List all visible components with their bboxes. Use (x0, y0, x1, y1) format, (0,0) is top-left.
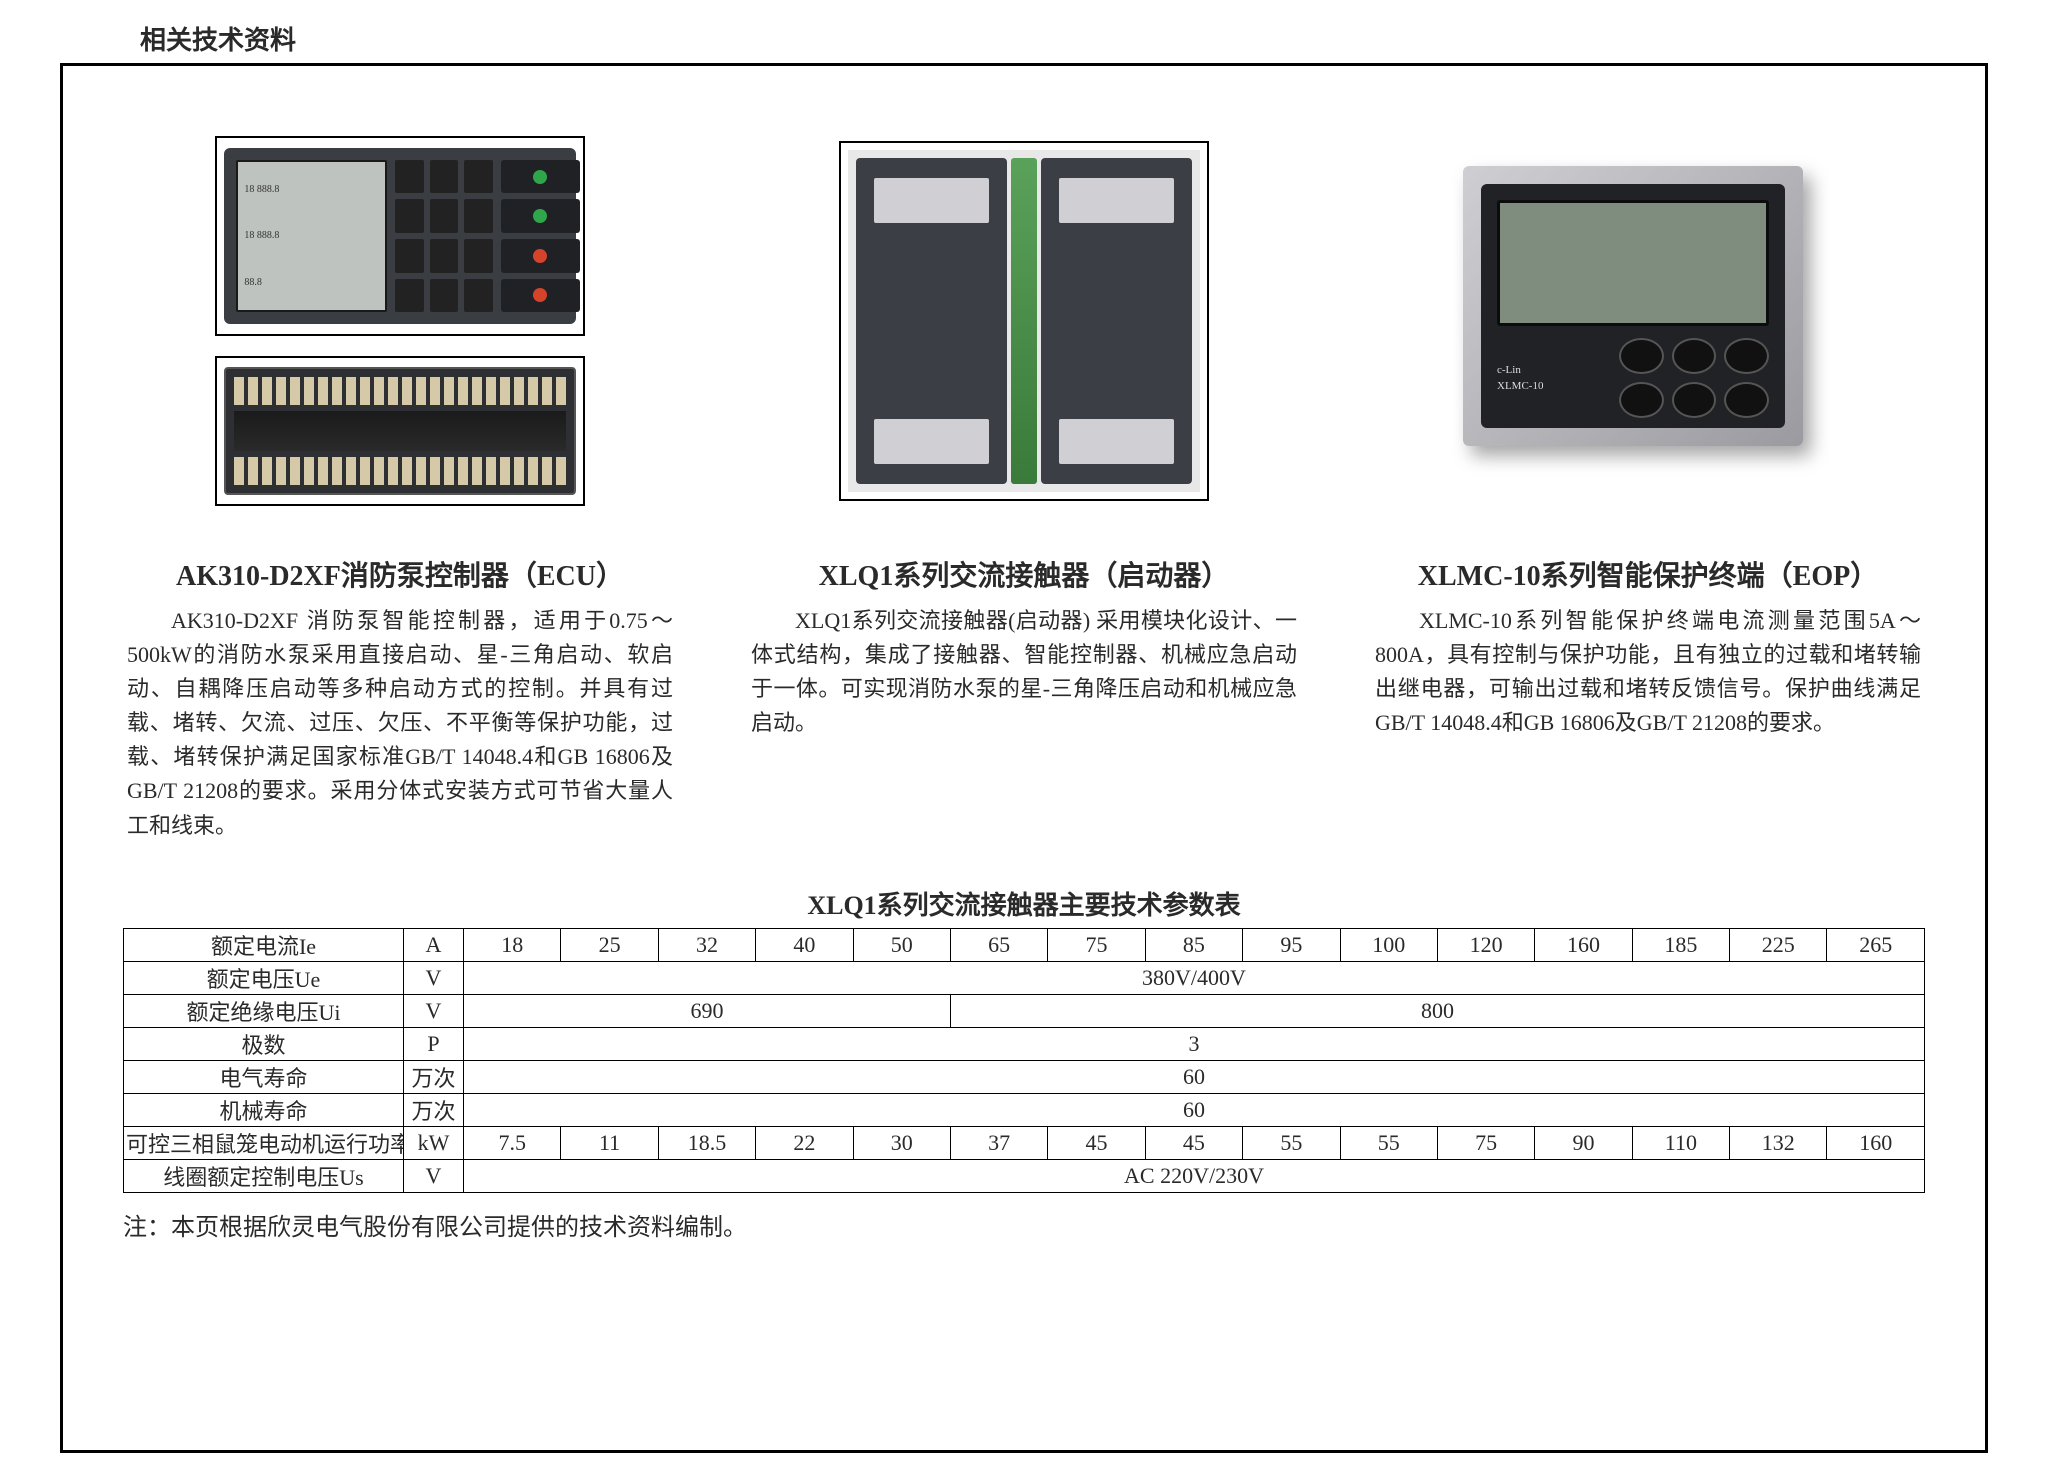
doc-border: 18 888.818 888.888.8 AK310-D2XF消防泵控制 (60, 63, 1988, 1453)
row-value: 60 (464, 1060, 1925, 1093)
row-cell: 32 (658, 928, 755, 961)
row-cell: 18.5 (658, 1126, 755, 1159)
eop-brand: c-Lin (1497, 364, 1605, 376)
row-cell: 132 (1730, 1126, 1827, 1159)
row-cell: 50 (853, 928, 950, 961)
table-row: 电气寿命万次60 (124, 1060, 1925, 1093)
product-title: XLQ1系列交流接触器（启动器） (747, 554, 1301, 594)
row-cell: 75 (1437, 1126, 1534, 1159)
table-row: 极数P3 (124, 1027, 1925, 1060)
eop-model: XLMC-10 (1497, 380, 1605, 392)
table-row: 额定电压UeV380V/400V (124, 961, 1925, 994)
page: 相关技术资料 18 888.818 888.888.8 (0, 0, 2048, 1482)
row-label: 机械寿命 (124, 1093, 404, 1126)
product-desc: XLMC-10系列智能保护终端电流测量范围5A～800A，具有控制与保护功能，且… (1371, 604, 1925, 740)
products-row: 18 888.818 888.888.8 AK310-D2XF消防泵控制 (123, 106, 1925, 843)
row-label: 额定绝缘电压Ui (124, 994, 404, 1027)
table-row: 可控三相鼠笼电动机运行功率（AC-3)kW7.51118.52230374545… (124, 1126, 1925, 1159)
row-unit: A (404, 928, 464, 961)
product-image-eop: c-Lin XLMC-10 (1371, 106, 1925, 536)
row-value: 60 (464, 1093, 1925, 1126)
product-desc: AK310-D2XF 消防泵智能控制器，适用于0.75～500kW的消防水泵采用… (123, 604, 677, 843)
row-cell: 22 (756, 1126, 853, 1159)
row-cell: 160 (1535, 928, 1632, 961)
row-unit: V (404, 1159, 464, 1192)
row-cell: 40 (756, 928, 853, 961)
product-desc: XLQ1系列交流接触器(启动器) 采用模块化设计、一体式结构，集成了接触器、智能… (747, 604, 1301, 740)
row-cell: 90 (1535, 1126, 1632, 1159)
row-value: AC 220V/230V (464, 1159, 1925, 1192)
row-value: 3 (464, 1027, 1925, 1060)
row-cell: 30 (853, 1126, 950, 1159)
table-title: XLQ1系列交流接触器主要技术参数表 (123, 885, 1925, 922)
ecu-panel-icon: 18 888.818 888.888.8 (215, 136, 585, 336)
row-cell: 185 (1632, 928, 1729, 961)
row-label: 额定电压Ue (124, 961, 404, 994)
row-label: 电气寿命 (124, 1060, 404, 1093)
row-cell: 225 (1730, 928, 1827, 961)
row-value: 690 (464, 994, 951, 1027)
row-cell: 85 (1145, 928, 1242, 961)
row-cell: 110 (1632, 1126, 1729, 1159)
product-title: AK310-D2XF消防泵控制器（ECU） (123, 554, 677, 594)
row-cell: 25 (561, 928, 658, 961)
row-cell: 45 (1048, 1126, 1145, 1159)
row-unit: V (404, 961, 464, 994)
params-table: 额定电流IeA182532405065758595100120160185225… (123, 928, 1925, 1193)
product-eop: c-Lin XLMC-10 XLMC-10系列智能保护终端（EOP） XLMC-… (1371, 106, 1925, 843)
row-label: 可控三相鼠笼电动机运行功率（AC-3) (124, 1126, 404, 1159)
row-cell: 7.5 (464, 1126, 561, 1159)
row-unit: 万次 (404, 1060, 464, 1093)
footnote: 注：本页根据欣灵电气股份有限公司提供的技术资料编制。 (123, 1207, 1925, 1242)
product-image-contactor (747, 106, 1301, 536)
product-contactor: XLQ1系列交流接触器（启动器） XLQ1系列交流接触器(启动器) 采用模块化设… (747, 106, 1301, 843)
row-cell: 120 (1437, 928, 1534, 961)
product-image-ecu: 18 888.818 888.888.8 (123, 106, 677, 536)
row-cell: 65 (950, 928, 1047, 961)
eop-device-icon: c-Lin XLMC-10 (1463, 166, 1833, 476)
product-title: XLMC-10系列智能保护终端（EOP） (1371, 554, 1925, 594)
row-cell: 75 (1048, 928, 1145, 961)
table-row: 额定绝缘电压UiV690800 (124, 994, 1925, 1027)
product-ecu: 18 888.818 888.888.8 AK310-D2XF消防泵控制 (123, 106, 677, 843)
row-label: 极数 (124, 1027, 404, 1060)
row-cell: 18 (464, 928, 561, 961)
page-title: 相关技术资料 (140, 20, 1988, 63)
row-cell: 95 (1243, 928, 1340, 961)
row-unit: P (404, 1027, 464, 1060)
contactor-icon (839, 141, 1209, 501)
table-row: 额定电流IeA182532405065758595100120160185225… (124, 928, 1925, 961)
row-unit: 万次 (404, 1093, 464, 1126)
table-row: 机械寿命万次60 (124, 1093, 1925, 1126)
row-cell: 55 (1340, 1126, 1437, 1159)
row-label: 额定电流Ie (124, 928, 404, 961)
row-cell: 37 (950, 1126, 1047, 1159)
row-cell: 55 (1243, 1126, 1340, 1159)
row-unit: kW (404, 1126, 464, 1159)
row-value: 800 (950, 994, 1924, 1027)
row-value: 380V/400V (464, 961, 1925, 994)
row-cell: 160 (1827, 1126, 1925, 1159)
ecu-terminal-icon (215, 356, 585, 506)
row-cell: 45 (1145, 1126, 1242, 1159)
row-cell: 265 (1827, 928, 1925, 961)
row-cell: 100 (1340, 928, 1437, 961)
row-label: 线圈额定控制电压Us (124, 1159, 404, 1192)
row-unit: V (404, 994, 464, 1027)
table-row: 线圈额定控制电压UsVAC 220V/230V (124, 1159, 1925, 1192)
row-cell: 11 (561, 1126, 658, 1159)
